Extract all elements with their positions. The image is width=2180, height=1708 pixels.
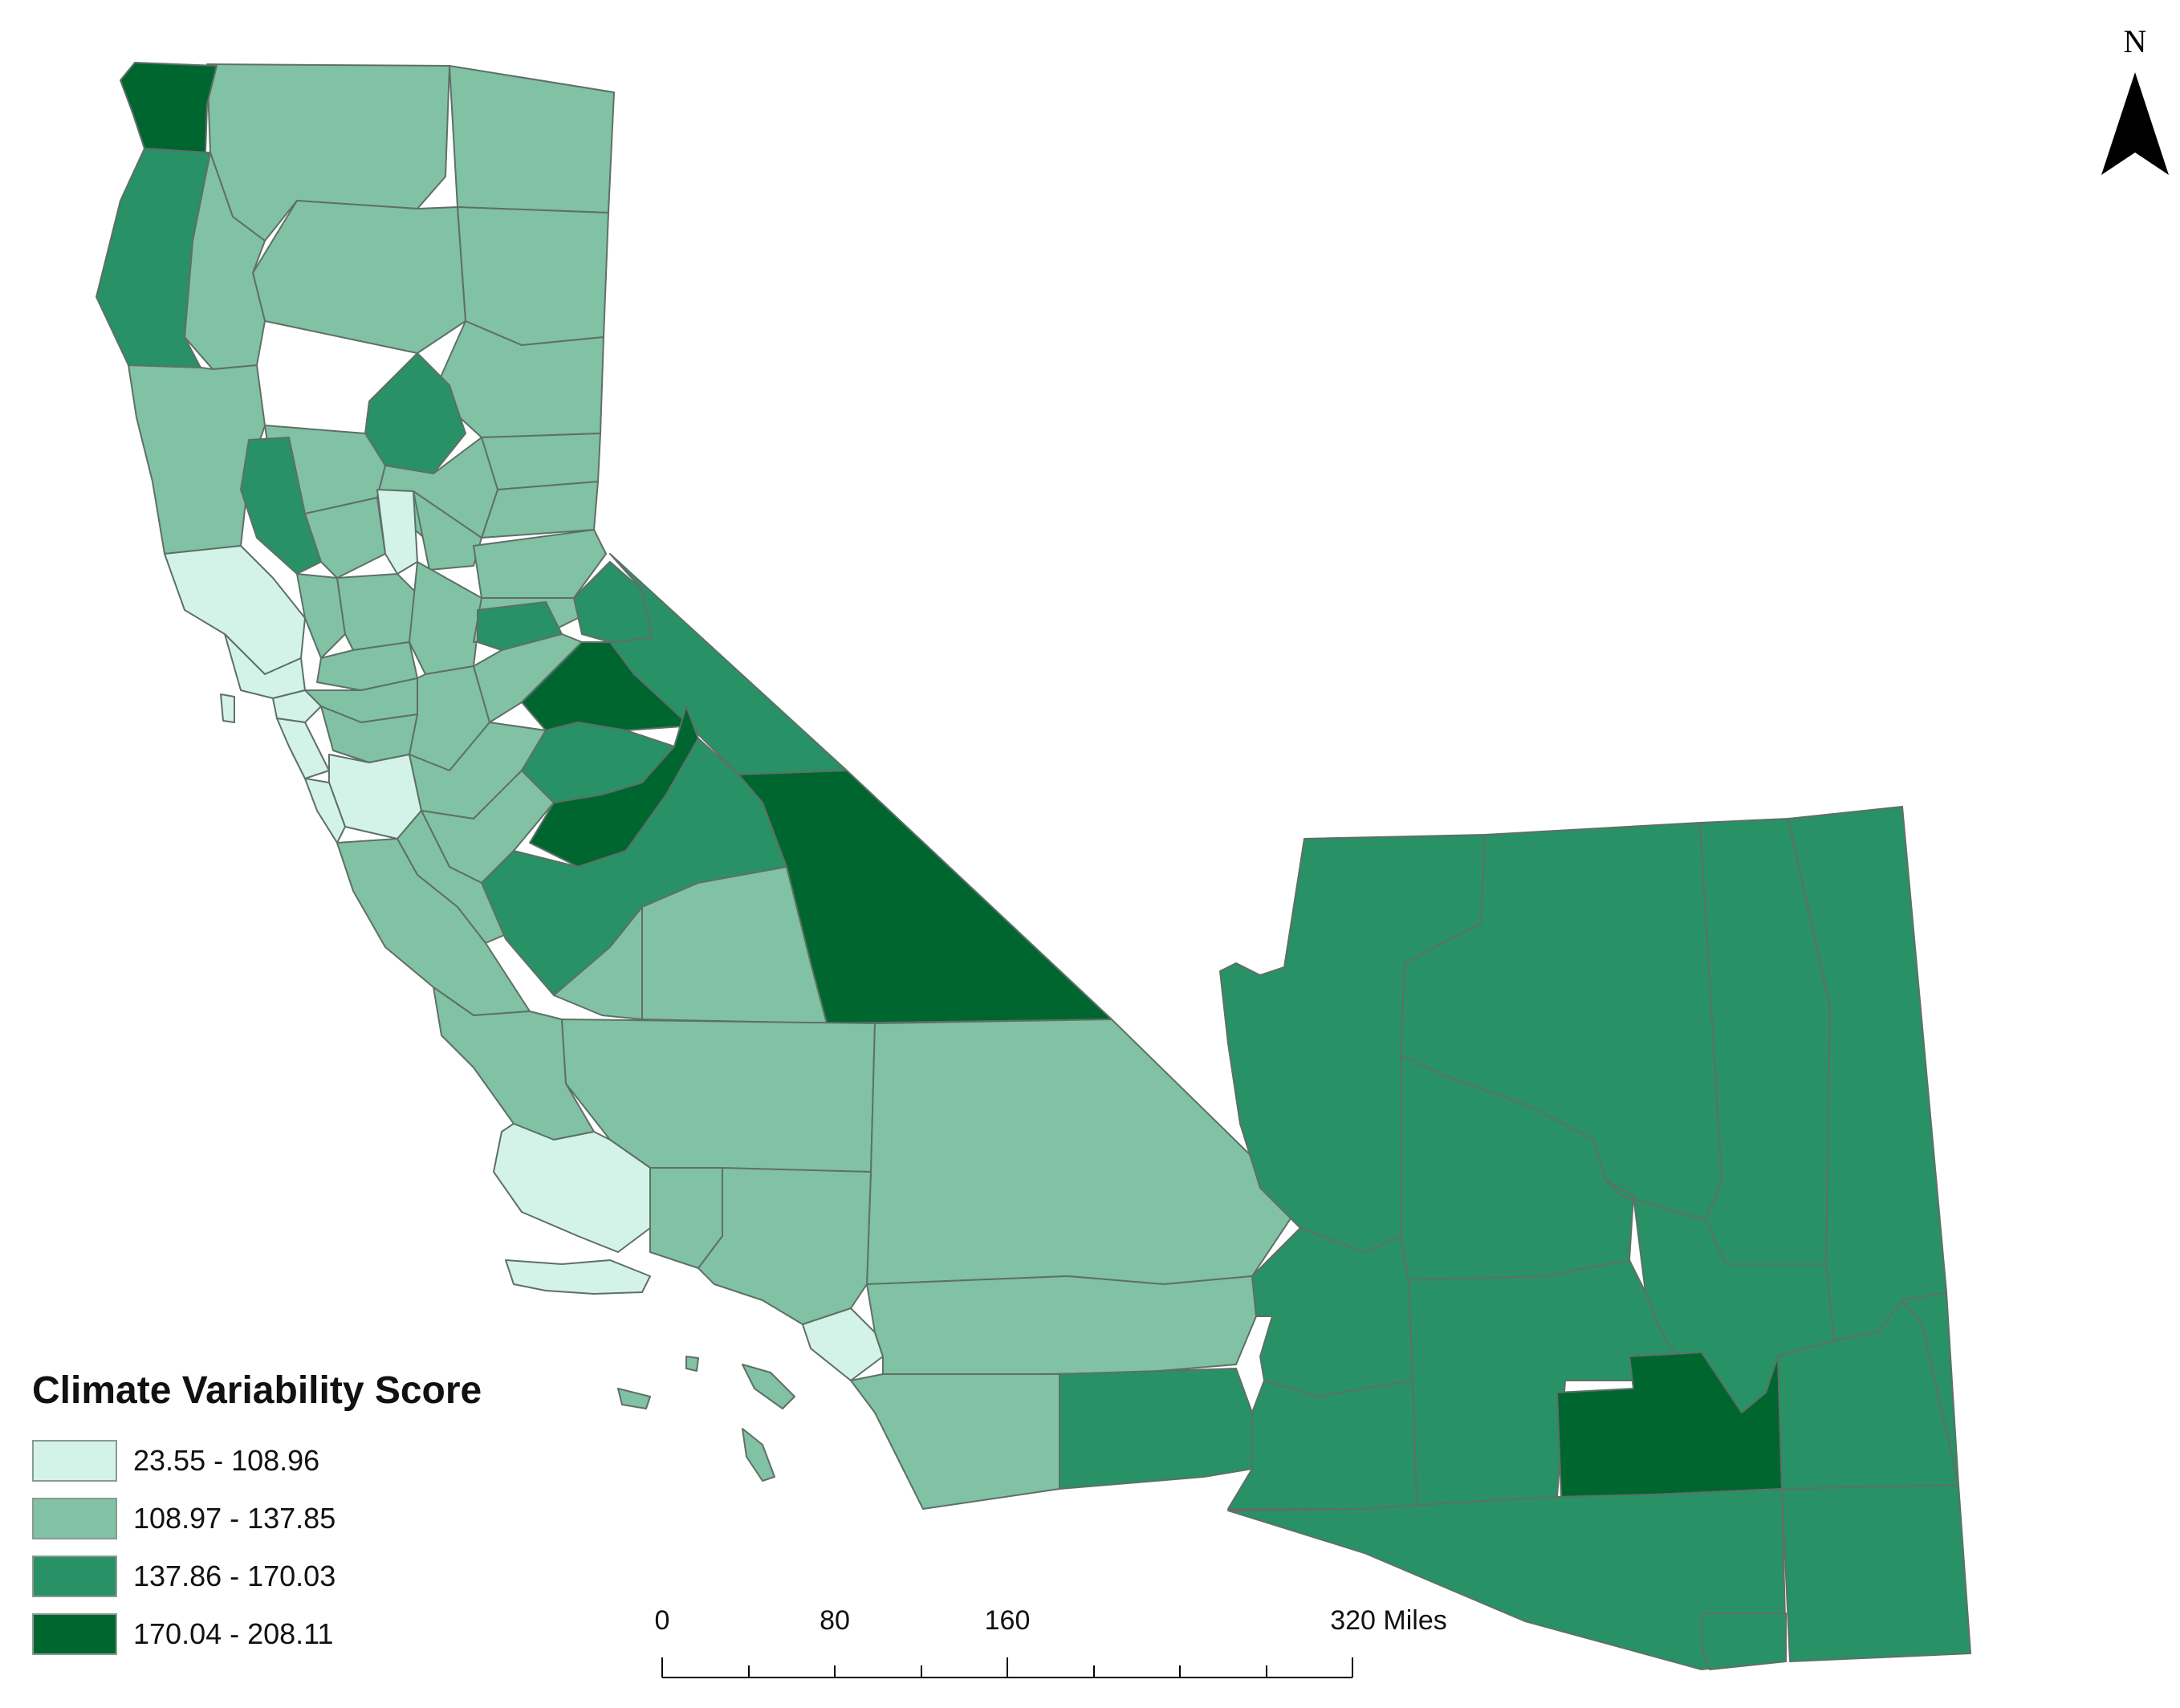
county-la-paz	[1251, 1227, 1413, 1397]
scale-bar: 0 80 160 320 Miles	[642, 1605, 1525, 1702]
county-lake	[240, 437, 322, 575]
county-nevada	[481, 481, 599, 539]
county-lassen	[457, 206, 609, 346]
county-imperial	[1059, 1368, 1253, 1490]
legend-label: 137.86 - 170.03	[133, 1560, 336, 1592]
legend-swatch	[32, 1556, 117, 1597]
county-santa-cruz	[304, 778, 346, 844]
county-placer	[473, 529, 607, 599]
legend-label: 108.97 - 137.85	[133, 1502, 336, 1535]
island-santa-barbara	[685, 1356, 699, 1372]
legend-swatch	[32, 1440, 117, 1482]
county-yolo	[336, 573, 418, 651]
island-farallon	[220, 693, 235, 723]
island-san-nicolas	[617, 1388, 651, 1409]
scale-label: 160	[984, 1605, 1031, 1636]
island-catalina	[742, 1364, 795, 1409]
legend-item: 137.86 - 170.03	[32, 1547, 594, 1605]
legend-swatch	[32, 1498, 117, 1539]
county-sacramento	[409, 561, 482, 675]
county-colusa	[304, 497, 386, 579]
county-sutter	[376, 489, 418, 575]
arizona	[1219, 806, 1971, 1670]
county-san-mateo	[276, 718, 330, 779]
county-mendocino	[128, 364, 266, 555]
county-napa	[296, 573, 346, 659]
legend: Climate Variability Score 23.55 - 108.96…	[32, 1368, 594, 1663]
county-sierra	[481, 433, 601, 490]
county-riverside	[866, 1275, 1257, 1375]
legend-swatch	[32, 1613, 117, 1655]
california	[96, 62, 1301, 1510]
county-santa-barbara	[493, 1123, 651, 1253]
county-san-francisco	[272, 689, 322, 723]
county-los-angeles	[698, 1167, 872, 1325]
scale-label: 320 Miles	[1330, 1605, 1447, 1636]
scale-bar-ruler	[661, 1657, 1353, 1678]
island-san-clemente	[742, 1428, 775, 1482]
county-shasta	[252, 200, 466, 354]
county-san-diego	[850, 1373, 1060, 1510]
north-arrow-icon	[2101, 72, 2169, 175]
county-yuba	[413, 490, 482, 571]
north-label: N	[2123, 23, 2147, 59]
legend-label: 170.04 - 208.11	[133, 1617, 334, 1650]
county-humboldt	[96, 148, 211, 368]
county-modoc	[449, 65, 615, 214]
legend-label: 23.55 - 108.96	[133, 1444, 320, 1477]
legend-item: 23.55 - 108.96	[32, 1432, 594, 1490]
scale-label: 80	[820, 1605, 850, 1636]
scale-label: 0	[654, 1605, 670, 1636]
county-cochise	[1781, 1484, 1971, 1662]
legend-item: 108.97 - 137.85	[32, 1490, 594, 1547]
legend-item: 170.04 - 208.11	[32, 1605, 594, 1663]
county-del-norte	[120, 62, 218, 153]
legend-title: Climate Variability Score	[32, 1369, 482, 1412]
county-santa-cruz-az	[1701, 1612, 1787, 1670]
channel-islands-north	[505, 1259, 651, 1295]
county-yuma	[1227, 1380, 1417, 1510]
